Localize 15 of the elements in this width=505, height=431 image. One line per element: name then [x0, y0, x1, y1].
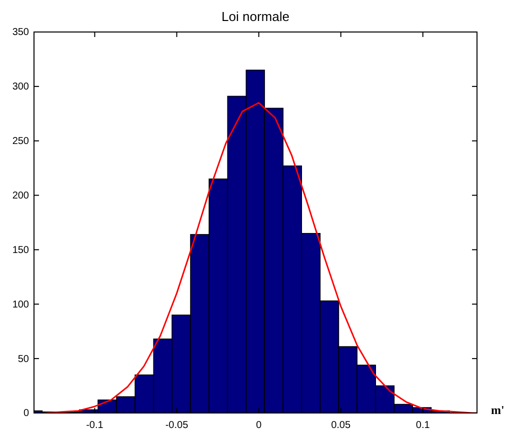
y-tick-label: 100 [12, 299, 30, 310]
x-tick-label: 0 [256, 420, 262, 431]
chart-title: Loi normale [222, 9, 290, 24]
y-tick-label: 0 [23, 408, 30, 420]
y-tick-label: 300 [12, 82, 30, 93]
y-tick-label: 200 [12, 190, 30, 202]
x-tick-label: -0.05 [165, 420, 189, 431]
x-axis-title: m' [491, 403, 504, 417]
x-tick-label: 0.1 [416, 420, 430, 431]
y-tick-label: 250 [12, 136, 30, 148]
y-tick-label: 50 [18, 354, 30, 365]
x-tick-label: 0.05 [331, 420, 351, 431]
y-tick-label: 350 [12, 27, 30, 38]
x-tick-label: -0.1 [86, 420, 104, 431]
y-tick-label: 150 [12, 244, 30, 256]
